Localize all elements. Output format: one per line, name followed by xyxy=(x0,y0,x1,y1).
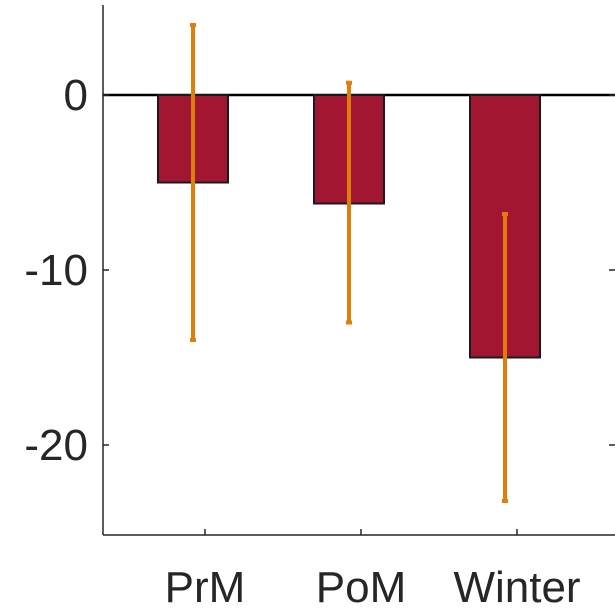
x-tick-label: PrM xyxy=(165,563,246,610)
x-tick-label: Winter xyxy=(453,563,580,610)
y-ticks-group: 0 -10 -20 xyxy=(24,71,615,470)
y-tick-label: -20 xyxy=(24,421,88,470)
y-tick-label: -10 xyxy=(24,246,88,295)
x-tick-label: PoM xyxy=(316,563,406,610)
y-tick-label: 0 xyxy=(64,71,88,120)
error-bars-group xyxy=(190,23,508,503)
x-ticks-group: PrM PoM Winter xyxy=(165,529,581,610)
